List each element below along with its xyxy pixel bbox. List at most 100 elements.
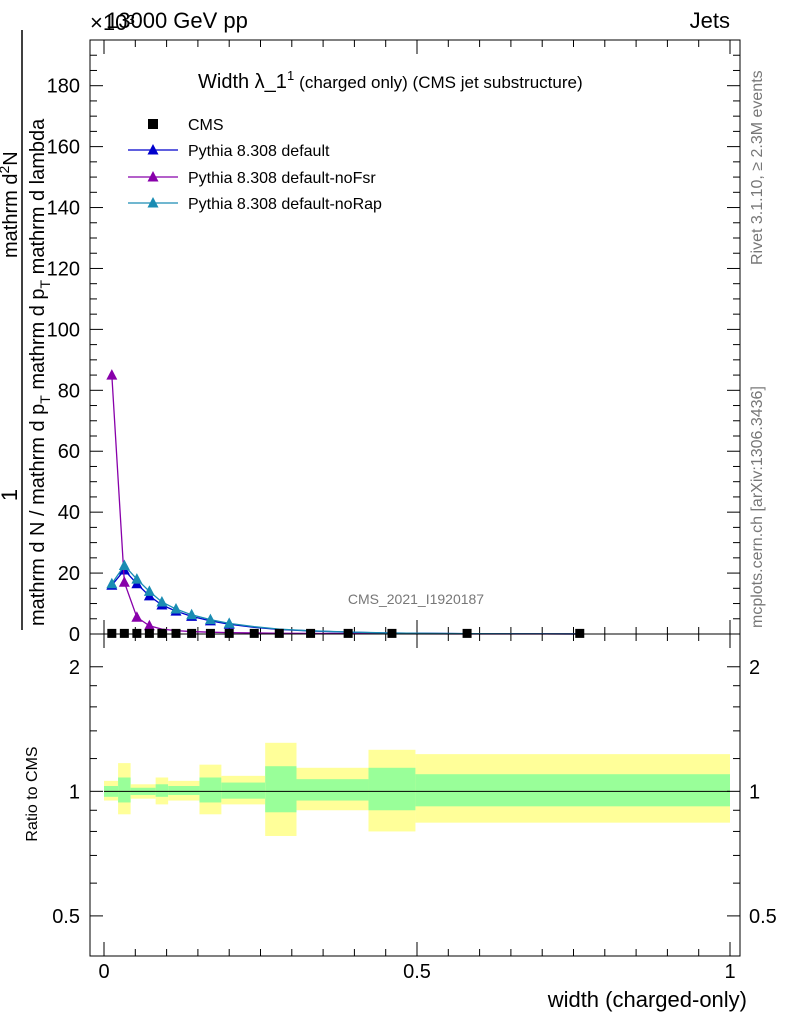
cms-data-point <box>132 628 142 638</box>
ratio-y-tick-label-right: 2 <box>749 657 760 679</box>
legend-marker <box>147 144 159 155</box>
y-label-denominator: mathrm d N / mathrm d pT mathrm d pT mat… <box>27 118 53 626</box>
series-marker-noRap <box>170 603 182 614</box>
main-y-tick-label: 80 <box>58 380 80 402</box>
main-y-ticks: 0 20 40 60 80 100 120 140 160 180 <box>47 39 740 646</box>
legend-marker <box>147 197 159 208</box>
series-marker-noRap <box>186 608 198 620</box>
cms-data-points <box>107 628 585 638</box>
ratio-inner-band <box>296 779 369 801</box>
x-tick-label: 0 <box>98 961 109 983</box>
legend-label: CMS <box>188 117 224 134</box>
y-label-numerator: 1 <box>0 489 22 501</box>
cms-data-point <box>274 628 284 638</box>
series-marker-noFsr <box>118 576 130 587</box>
ratio-x-ticks: 0 0.5 1 <box>98 634 736 983</box>
x-tick-label: 0.5 <box>403 961 431 983</box>
y-label-part-5: N <box>0 151 22 165</box>
y-label-part-2: mathrm d p <box>27 288 49 395</box>
y-label-part-3: mathrm d lambda <box>27 118 49 280</box>
main-y-tick-label: 160 <box>47 137 80 159</box>
series-line-default <box>111 569 580 635</box>
main-y-tick-label: 120 <box>47 258 80 280</box>
legend: CMS Pythia 8.308 default Pythia 8.308 defa… <box>128 117 382 213</box>
chart-title: Width λ_11 (charged only) (CMS jet substr… <box>198 68 583 93</box>
series-marker-noRap <box>156 596 168 607</box>
ratio-y-tick-label-right: 0.5 <box>749 906 777 928</box>
cms-data-point <box>249 628 259 638</box>
ratio-bands <box>104 742 730 836</box>
cms-data-point <box>157 628 167 638</box>
cms-data-point <box>144 628 154 638</box>
series-marker-noRap <box>106 577 118 589</box>
y-label-sub-1: T <box>37 395 53 404</box>
series-marker-noRap <box>223 617 235 628</box>
energy-label: 13000 GeV pp <box>106 8 248 33</box>
main-x-ticks <box>103 40 731 634</box>
cms-data-point <box>224 628 234 638</box>
ratio-y-ticks: 0.5 0.5 1 1 2 2 <box>52 657 777 928</box>
cms-data-point <box>107 628 117 638</box>
legend-label: Pythia 8.308 default-noRap <box>188 196 382 213</box>
y-label-sup: 2 <box>0 166 12 174</box>
chart-title-main: Width λ_1 <box>198 71 287 93</box>
y-label-sub-2: T <box>37 279 53 288</box>
series-marker-noFsr <box>143 619 155 631</box>
series-marker-noRap <box>204 613 216 625</box>
ratio-inner-band <box>265 766 297 813</box>
cms-data-point <box>171 628 181 638</box>
cms-data-point <box>205 628 215 638</box>
series-marker-noFsr <box>131 611 143 622</box>
cms-data-point <box>343 628 353 638</box>
series-line-noRap <box>111 564 580 635</box>
cms-data-point <box>387 628 397 638</box>
rivet-label: Rivet 3.1.10, ≥ 2.3M events <box>749 70 766 265</box>
analysis-watermark: CMS_2021_I1920187 <box>348 591 484 607</box>
main-y-tick-label: 40 <box>58 502 80 524</box>
cms-data-point <box>575 628 585 638</box>
legend-marker <box>147 171 159 182</box>
main-plot: 0 20 40 60 80 100 120 140 160 180 CMS_2021_I19201… <box>47 39 741 646</box>
x-tick-label: 1 <box>724 961 735 983</box>
main-y-tick-label: 20 <box>58 563 80 585</box>
main-y-tick-label: 60 <box>58 441 80 463</box>
legend-marker-cms <box>148 119 158 129</box>
main-y-tick-label: 140 <box>47 198 80 220</box>
main-y-tick-label: 180 <box>47 76 80 98</box>
main-y-tick-label: 0 <box>69 624 80 646</box>
chart-title-rest: (charged only) (CMS jet substructure) <box>299 73 582 92</box>
ratio-inner-band <box>221 782 266 799</box>
cms-data-point <box>119 628 129 638</box>
series-marker-noRap <box>131 573 143 584</box>
ratio-inner-band <box>155 784 169 797</box>
cms-data-point <box>462 628 472 638</box>
ratio-plot: 0.5 0.5 1 1 2 2 0 0.5 1 Ratio to CMS <box>24 633 777 983</box>
ratio-y-tick-label: 2 <box>69 657 80 679</box>
main-y-label: 1 mathrm d N / mathrm d pT mathrm d pT m… <box>0 30 53 630</box>
y-label-part-1: mathrm d N / mathrm d p <box>27 404 49 626</box>
ratio-inner-band <box>415 774 730 807</box>
ratio-inner-band <box>118 777 131 803</box>
ratio-y-tick-label: 0.5 <box>52 906 80 928</box>
y-label-numerator-2: mathrm d2N <box>0 151 22 258</box>
series-line-noFsr <box>111 375 580 635</box>
main-y-tick-label: 100 <box>47 319 80 341</box>
legend-label: Pythia 8.308 default-noFsr <box>188 170 376 187</box>
legend-label: Pythia 8.308 default <box>188 143 330 160</box>
cms-data-point <box>306 628 316 638</box>
ratio-inner-band <box>199 777 222 803</box>
series-marker-noRap <box>143 585 155 596</box>
process-label: Jets <box>690 8 730 33</box>
cms-data-point <box>187 628 197 638</box>
ratio-plot-frame <box>89 633 741 957</box>
y-label-part-4: mathrm d <box>0 174 22 258</box>
ratio-y-label: Ratio to CMS <box>24 746 41 841</box>
ratio-inner-band <box>168 786 200 795</box>
series-group <box>106 369 580 635</box>
series-marker-noRap <box>118 559 130 570</box>
ratio-y-tick-label-right: 1 <box>749 781 760 803</box>
chart-title-sup: 1 <box>287 68 294 83</box>
ratio-inner-band <box>368 767 416 811</box>
y-multiplier: ×10³ <box>90 10 135 35</box>
